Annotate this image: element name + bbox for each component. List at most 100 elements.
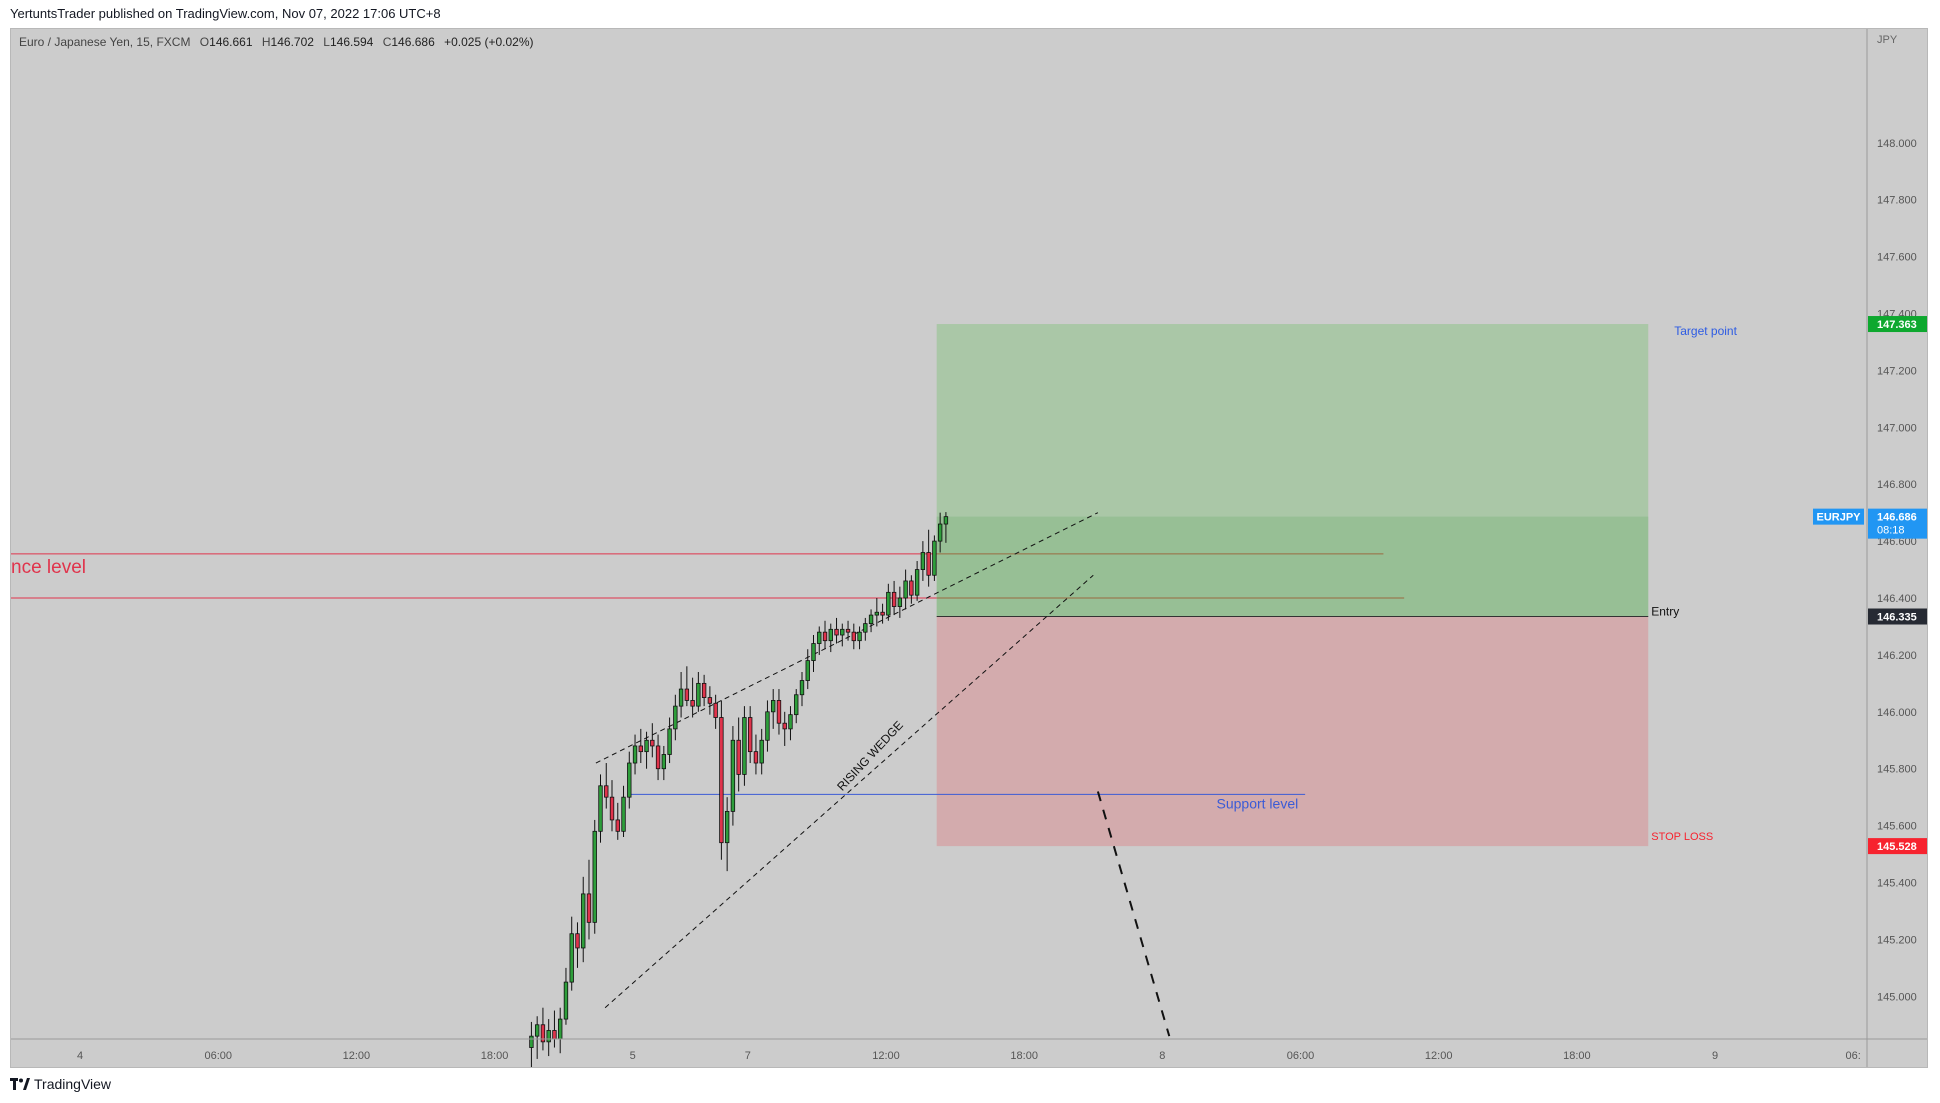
price-tick-4: 147.200	[1877, 365, 1917, 377]
candle-body-14	[609, 796, 615, 821]
candle-body-2	[540, 1024, 546, 1043]
candle-body-39	[753, 751, 759, 764]
candle-body-54	[840, 628, 845, 636]
time-tick-4: 5	[630, 1050, 636, 1062]
candle-body-31	[707, 697, 713, 704]
price-tick-6: 146.800	[1877, 479, 1917, 491]
time-axis[interactable]: 4 06:00 12:00 18:00 5 7 12:00 18:00 8 06:00 12:00 1…	[11, 1038, 1928, 1062]
time-tick-1: 06:00	[204, 1050, 232, 1062]
countdown-tag: 08:18	[1877, 525, 1905, 537]
target-price-tag-bg	[1868, 316, 1927, 333]
symbol-tag: EURJPY	[1816, 512, 1861, 524]
time-tick-0: 4	[77, 1050, 83, 1062]
target-point-label: Target point	[1674, 324, 1737, 338]
candle-body-63	[891, 591, 897, 607]
candle-body-64	[897, 597, 903, 607]
candle-body-43	[776, 700, 782, 724]
candle-body-20	[644, 739, 649, 753]
candle-body-41	[765, 711, 770, 741]
price-levels	[11, 553, 1405, 795]
price-tick-13: 145.400	[1877, 878, 1917, 890]
candle-body-7	[569, 933, 574, 983]
candle-body-57	[857, 631, 862, 642]
price-tick-0: 148.000	[1877, 138, 1917, 150]
current-price-tag: 146.686	[1877, 512, 1917, 524]
symbol-legend: Euro / Japanese Yen, 15, FXCM O146.661 H…	[19, 35, 534, 49]
candle-body-22	[655, 745, 661, 770]
time-tick-10: 12:00	[1425, 1050, 1453, 1062]
currency-label: JPY	[1877, 34, 1898, 46]
candle-body-29	[696, 682, 701, 707]
candle-body-8	[575, 933, 580, 949]
candle-body-5	[558, 1018, 563, 1040]
price-tick-14: 145.200	[1877, 934, 1917, 946]
price-tick-8: 146.400	[1877, 593, 1917, 605]
wedge-lower-line	[604, 574, 1094, 1009]
candle-body-40	[759, 739, 764, 764]
footer-brand[interactable]: TradingView	[10, 1076, 111, 1092]
time-tick-3: 18:00	[481, 1050, 509, 1062]
current-price-tag-bg	[1868, 508, 1927, 539]
candle-body-38	[747, 717, 753, 753]
time-tick-13: 06:	[1846, 1050, 1861, 1062]
price-tick-9: 146.200	[1877, 650, 1917, 662]
candle-body-4	[552, 1030, 557, 1040]
chart-pane[interactable]: Target point Entry STOP LOSS Support level n…	[10, 28, 1928, 1068]
entry-label: Entry	[1651, 605, 1679, 619]
time-tick-11: 18:00	[1563, 1050, 1591, 1062]
candle-body-24	[667, 728, 672, 755]
wedge-upper-line	[595, 512, 1099, 764]
candle-body-65	[903, 580, 908, 599]
candle-body-51	[822, 631, 828, 642]
candle-body-46	[794, 694, 799, 716]
candle-body-48	[805, 660, 810, 681]
candle-body-36	[736, 739, 741, 775]
candle-body-44	[782, 722, 787, 730]
low-label: L	[323, 35, 330, 49]
candle-body-45	[788, 714, 793, 730]
candle-body-15	[615, 819, 620, 832]
candle-body-28	[690, 700, 695, 707]
candle-body-35	[730, 739, 736, 812]
projection-line	[1096, 791, 1171, 1037]
stop-zone	[936, 616, 1649, 847]
price-tick-11: 145.800	[1877, 764, 1917, 776]
candle-body-60	[874, 611, 880, 616]
candle-body-50	[817, 631, 822, 644]
candlestick-chart[interactable]: Target point Entry STOP LOSS Support level n…	[11, 29, 1928, 1068]
candle-body-32	[713, 702, 718, 718]
stop-loss-label: STOP LOSS	[1651, 831, 1713, 843]
candle-body-49	[811, 643, 816, 662]
candle-body-37	[742, 717, 747, 775]
candle-body-26	[678, 688, 684, 707]
candle-body-27	[684, 688, 690, 701]
wedge-lines	[595, 512, 1171, 1037]
support-level-label: Support level	[1217, 795, 1299, 811]
candle-body-25	[673, 705, 678, 730]
candle-body-70	[932, 540, 937, 576]
candle-body-33	[719, 717, 724, 844]
change-value: +0.025 (+0.02%)	[444, 35, 534, 49]
candle-body-6	[563, 981, 569, 1020]
candle-body-34	[724, 810, 730, 844]
close-value: 146.686	[391, 35, 435, 49]
price-tick-12: 145.600	[1877, 821, 1917, 833]
candle-body-10	[586, 893, 592, 923]
candle-body-62	[886, 591, 891, 616]
time-tick-5: 7	[745, 1050, 751, 1062]
candle-body-52	[828, 628, 833, 642]
time-tick-6: 12:00	[872, 1050, 900, 1062]
price-tick-10: 146.000	[1877, 707, 1917, 719]
time-tick-8: 8	[1159, 1050, 1165, 1062]
price-tick-15: 145.000	[1877, 991, 1917, 1003]
price-axis[interactable]: JPY148.000147.800147.600147.400147.20014…	[1866, 29, 1917, 1068]
candles	[529, 512, 949, 1067]
price-tick-7: 146.600	[1877, 536, 1917, 548]
candle-body-55	[845, 628, 851, 633]
candle-body-23	[661, 754, 667, 770]
candle-body-61	[880, 611, 885, 616]
candle-body-1	[534, 1024, 540, 1037]
tradingview-logo-icon	[10, 1078, 30, 1090]
candle-body-59	[868, 614, 874, 625]
candle-body-18	[632, 745, 638, 764]
